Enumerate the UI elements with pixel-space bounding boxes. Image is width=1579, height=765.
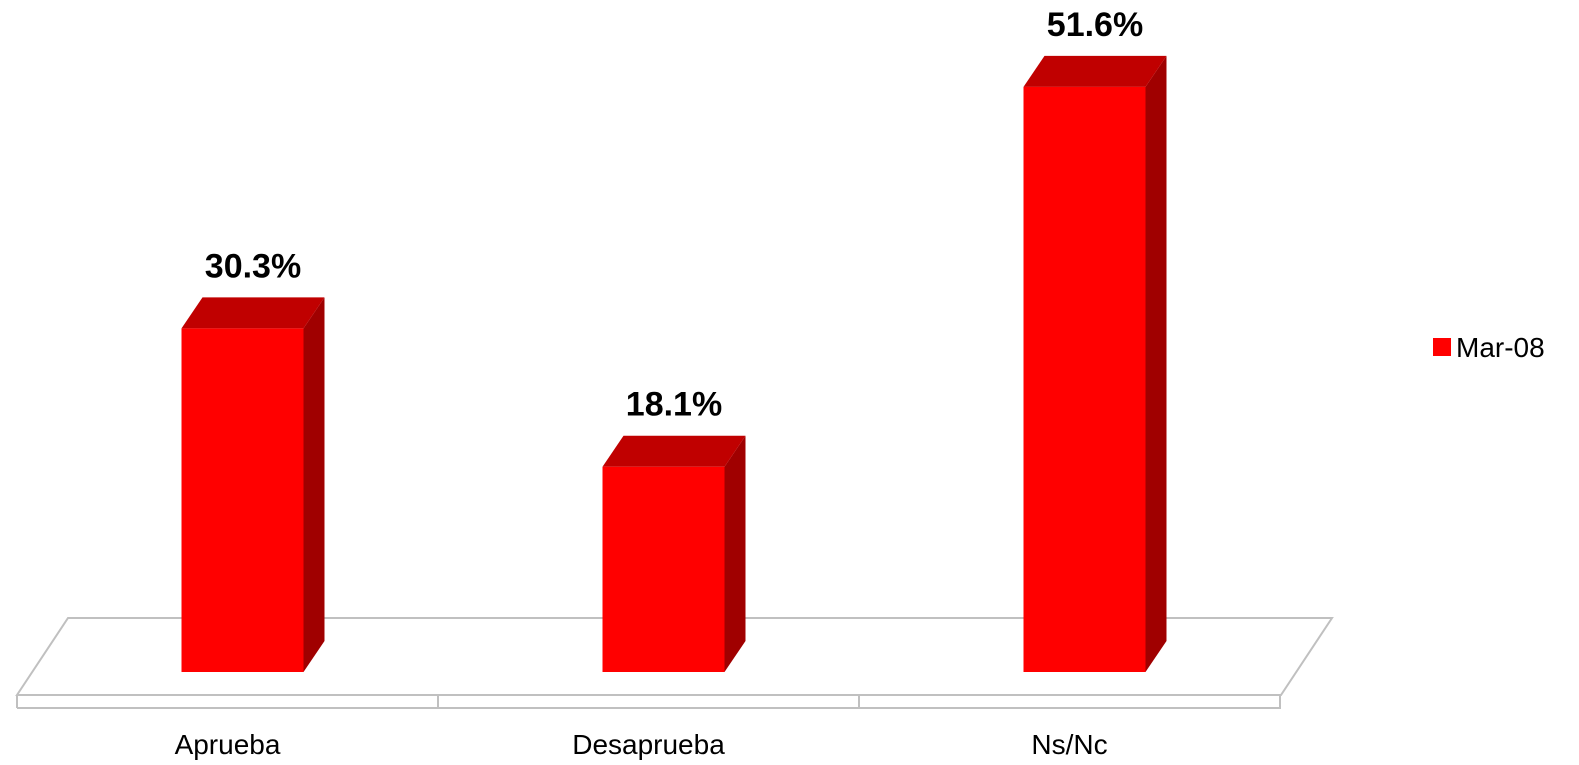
bars (181, 55, 1167, 672)
x-tick-label: Ns/Nc (1031, 729, 1107, 760)
x-axis (16, 695, 1281, 709)
bar-top-face (181, 297, 325, 329)
bar-side-face (303, 297, 325, 672)
bar-top-face (1023, 55, 1167, 87)
value-labels: 30.3% 18.1% 51.6% (205, 6, 1143, 424)
legend-label: Mar-08 (1456, 332, 1545, 363)
category-labels: Aprueba Desaprueba Ns/Nc (175, 729, 1108, 760)
data-label: 51.6% (1047, 6, 1143, 44)
x-tick-label: Desaprueba (572, 729, 725, 760)
bar (602, 435, 746, 672)
bar-front-face (1023, 86, 1146, 672)
legend: Mar-08 (1433, 332, 1545, 363)
bar-side-face (1145, 55, 1167, 672)
bar-front-face (602, 466, 725, 672)
data-label: 18.1% (626, 386, 722, 424)
bar-front-face (181, 328, 304, 672)
legend-swatch (1433, 338, 1451, 356)
bar-top-face (602, 435, 746, 467)
bar (1023, 55, 1167, 672)
data-label: 30.3% (205, 247, 301, 285)
bar (181, 297, 325, 672)
bar-side-face (724, 435, 746, 672)
x-tick-label: Aprueba (175, 729, 281, 760)
